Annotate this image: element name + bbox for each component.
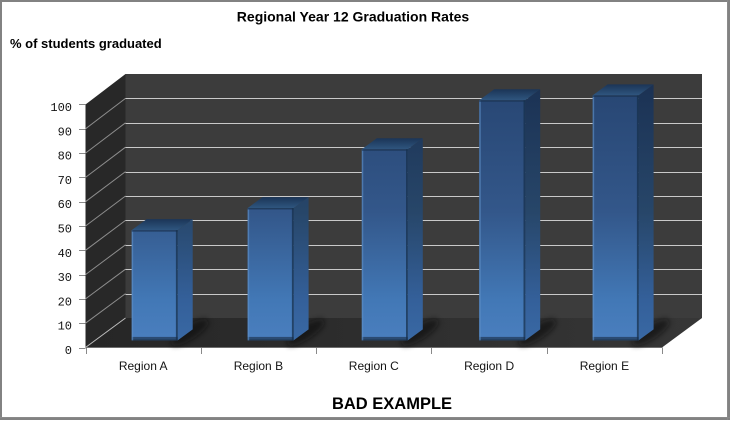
svg-text:20: 20 [58,295,72,309]
svg-text:100: 100 [50,101,72,115]
svg-text:50: 50 [58,223,72,237]
svg-text:Region C: Region C [349,359,399,373]
svg-text:BAD EXAMPLE: BAD EXAMPLE [332,395,452,413]
svg-text:Regional Year 12 Graduation Ra: Regional Year 12 Graduation Rates [237,9,470,25]
svg-text:10: 10 [58,320,72,334]
svg-text:40: 40 [58,247,72,261]
svg-text:Region E: Region E [580,359,629,373]
svg-text:Region B: Region B [234,359,283,373]
svg-text:Region D: Region D [464,359,514,373]
svg-text:0: 0 [65,344,72,358]
svg-text:90: 90 [58,125,72,139]
svg-text:30: 30 [58,271,72,285]
svg-text:60: 60 [58,198,72,212]
svg-text:80: 80 [58,150,72,164]
svg-text:Region A: Region A [119,359,168,373]
svg-text:% of students graduated: % of students graduated [10,36,162,51]
svg-text:70: 70 [58,174,72,188]
